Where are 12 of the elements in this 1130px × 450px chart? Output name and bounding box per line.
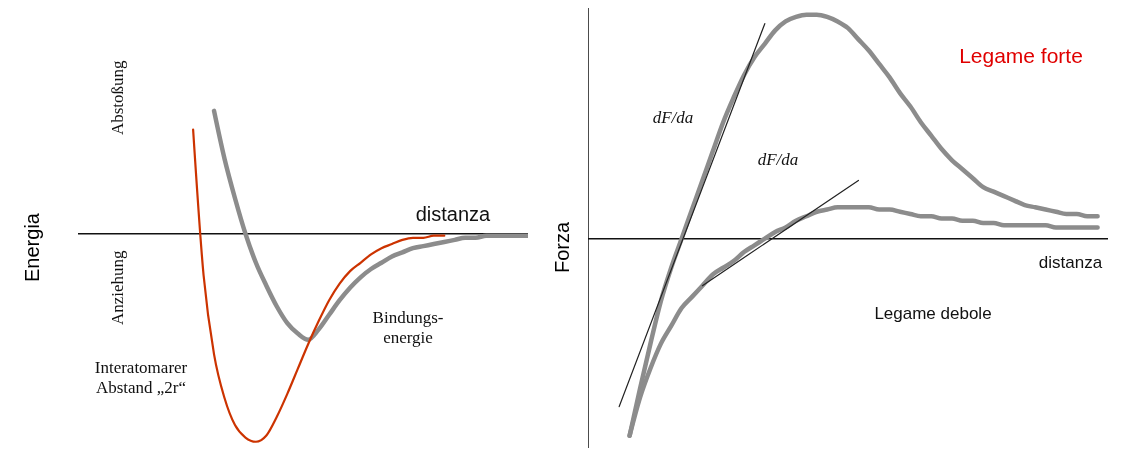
annotation: Bindungs-energie — [371, 308, 445, 348]
annotation: distanza — [414, 203, 492, 226]
y-axis-title: Energia — [20, 212, 44, 284]
y-axis-title: Forza — [550, 220, 574, 276]
annotation: distanza — [1037, 253, 1104, 273]
annotation: Legame debole — [873, 304, 993, 324]
annotation: Abstoßung — [108, 59, 128, 138]
annotation: Interatomarer Abstand „2r“ — [93, 358, 189, 398]
annotation: dF/da — [651, 108, 695, 128]
annotation: dF/da — [756, 150, 800, 170]
annotation: Legame forte — [958, 44, 1084, 69]
annotation: Anziehung — [108, 249, 128, 328]
